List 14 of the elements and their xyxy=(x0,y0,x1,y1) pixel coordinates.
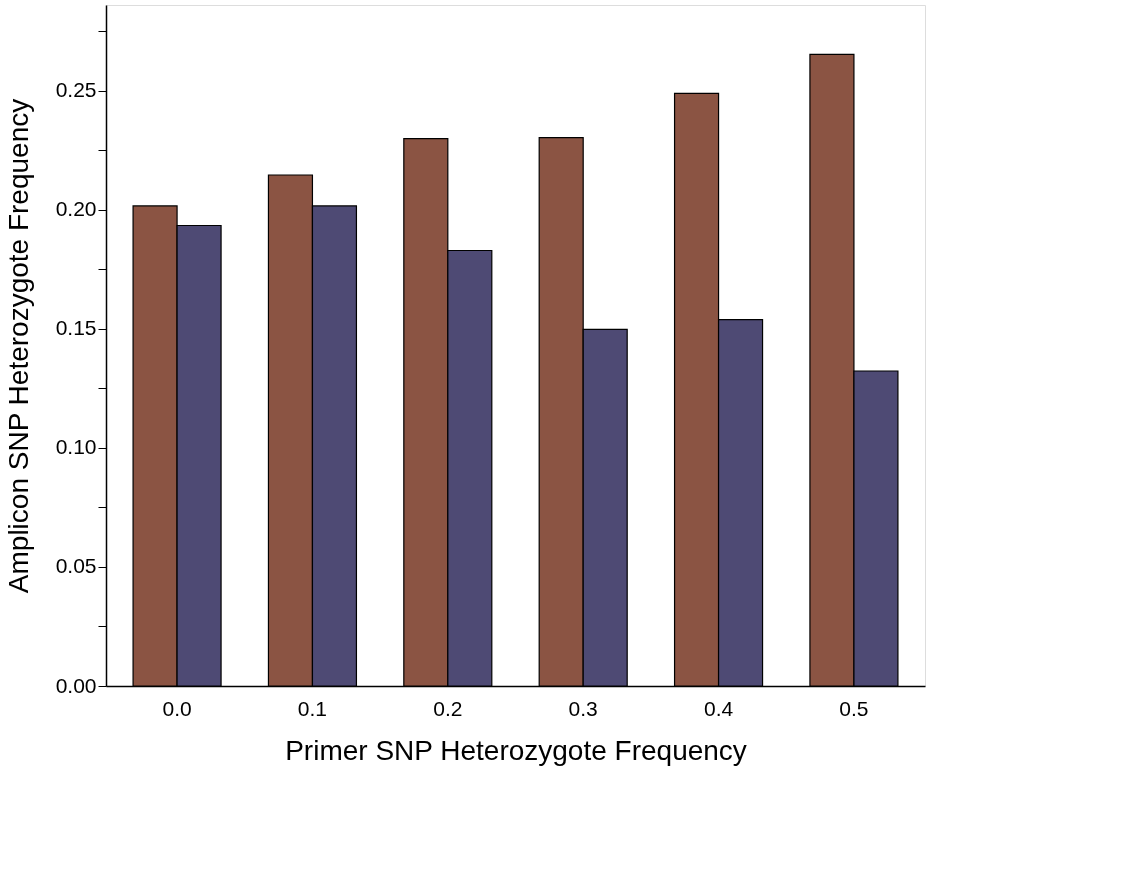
y-tick-label: 0.15 xyxy=(55,316,97,340)
x-tick-label: 0.0 xyxy=(162,696,192,720)
y-tick-label: 0.05 xyxy=(55,554,97,578)
y-tick-label: 0.10 xyxy=(55,435,97,459)
y-axis-title: Amplicon SNP Heterozygote Frequency xyxy=(2,98,34,594)
x-axis-title: Primer SNP Heterozygote Frequency xyxy=(285,734,747,766)
x-tick-label: 0.4 xyxy=(703,696,734,720)
y-tick-label: 0.00 xyxy=(55,673,97,697)
y-tick-label: 0.20 xyxy=(55,197,97,221)
x-tick-label: 0.3 xyxy=(568,696,598,720)
x-tick-label: 0.2 xyxy=(433,696,463,720)
y-tick-label: 0.25 xyxy=(55,78,97,102)
x-tick-label: 0.5 xyxy=(839,696,869,720)
x-tick-label: 0.1 xyxy=(297,696,328,720)
